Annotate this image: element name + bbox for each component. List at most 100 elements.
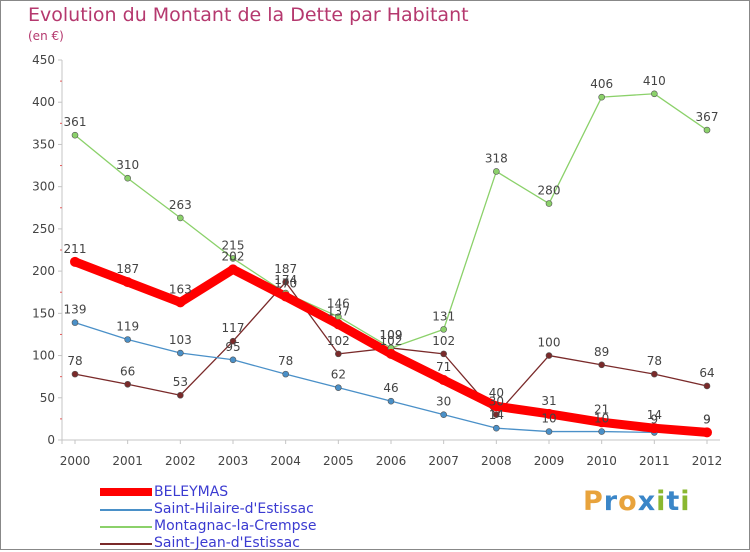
proxiti-logo: Proxiti [583,486,691,517]
data-point[interactable] [124,336,131,343]
x-tick-label: 2001 [112,454,143,468]
data-point[interactable] [438,375,449,386]
data-point[interactable] [71,131,79,139]
data-label: 117 [222,321,245,335]
data-label: 102 [327,334,350,348]
data-point[interactable] [703,126,711,134]
data-point[interactable] [440,326,447,333]
chart-title: Evolution du Montant de la Dette par Hab… [28,4,469,26]
x-tick-label: 2000 [60,454,91,468]
legend-swatch [100,488,152,496]
data-point[interactable] [545,428,553,435]
data-point[interactable] [335,350,342,358]
data-point[interactable] [282,278,289,286]
x-tick-label: 2005 [323,454,354,468]
data-point[interactable] [280,291,291,302]
data-label: 137 [327,304,350,318]
data-label: 9 [703,412,711,426]
data-label: 170 [274,276,297,290]
series-line-2 [74,93,708,349]
data-label: 100 [538,336,561,350]
data-label: 64 [699,366,714,380]
data-label: 119 [116,320,139,334]
data-point[interactable] [651,90,658,98]
data-point[interactable] [598,93,605,101]
data-point[interactable] [440,411,447,418]
data-label: 211 [64,242,87,256]
data-point[interactable] [651,370,658,378]
data-point[interactable] [545,200,553,207]
data-point[interactable] [493,168,500,175]
data-point[interactable] [70,256,80,267]
data-point[interactable] [545,352,553,359]
data-label: 131 [432,309,455,323]
x-tick-label: 2004 [270,454,301,468]
data-point[interactable] [177,214,184,222]
data-point[interactable] [124,380,131,388]
data-label: 187 [116,262,139,276]
data-point[interactable] [71,319,79,326]
data-point[interactable] [228,264,238,275]
data-label: 78 [647,354,662,368]
y-tick-label: 50 [40,391,55,405]
data-point[interactable] [493,411,500,418]
data-label: 103 [169,333,192,347]
data-label: 406 [590,77,613,91]
data-point[interactable] [229,356,237,364]
data-point[interactable] [177,391,184,399]
data-point[interactable] [333,319,344,330]
legend-label: Saint-Jean-d'Estissac [154,535,300,551]
data-point[interactable] [598,428,605,435]
data-point[interactable] [229,255,237,262]
data-label: 187 [274,262,297,276]
legend-swatch [100,543,152,545]
data-point[interactable] [282,370,289,378]
legend-swatch [100,526,152,528]
x-tick-label: 2003 [218,454,249,468]
data-label: 9 [703,412,711,426]
x-tick-label: 2010 [586,454,617,468]
y-tick-label: 150 [32,306,55,320]
data-point[interactable] [440,350,447,358]
legend-swatch [100,509,152,511]
data-point[interactable] [596,417,607,428]
data-point[interactable] [702,427,712,438]
data-point[interactable] [124,174,131,182]
data-point[interactable] [122,277,133,288]
data-label: 66 [120,364,135,378]
data-point[interactable] [544,408,554,419]
x-tick-label: 2002 [165,454,196,468]
data-label: 14 [647,408,662,422]
data-label: 78 [67,354,82,368]
x-tick-label: 2006 [376,454,407,468]
data-point[interactable] [703,382,711,390]
y-tick-label: 100 [32,349,55,363]
data-point[interactable] [386,348,396,359]
series-points [70,90,712,438]
data-label: 46 [383,381,398,395]
data-label: 109 [380,328,403,342]
data-label: 280 [538,184,561,198]
data-point[interactable] [175,297,186,308]
x-tick-label: 2011 [639,454,670,468]
x-tick-label: 2012 [692,454,723,468]
data-point[interactable] [335,384,342,391]
data-label: 310 [116,158,139,172]
data-point[interactable] [491,401,502,412]
data-point[interactable] [649,423,660,434]
data-label: 62 [331,368,346,382]
data-label: 102 [380,334,403,348]
data-label: 21 [594,402,609,416]
data-point[interactable] [598,361,605,369]
data-point[interactable] [493,424,500,432]
data-label: 367 [696,110,719,124]
data-point[interactable] [387,397,395,405]
data-point[interactable] [229,337,237,345]
data-label: 102 [432,334,455,348]
data-point[interactable] [177,349,184,357]
y-tick-label: 300 [32,180,55,194]
data-label: 53 [173,375,188,389]
y-tick-label: 450 [32,53,55,67]
data-point[interactable] [71,370,79,378]
